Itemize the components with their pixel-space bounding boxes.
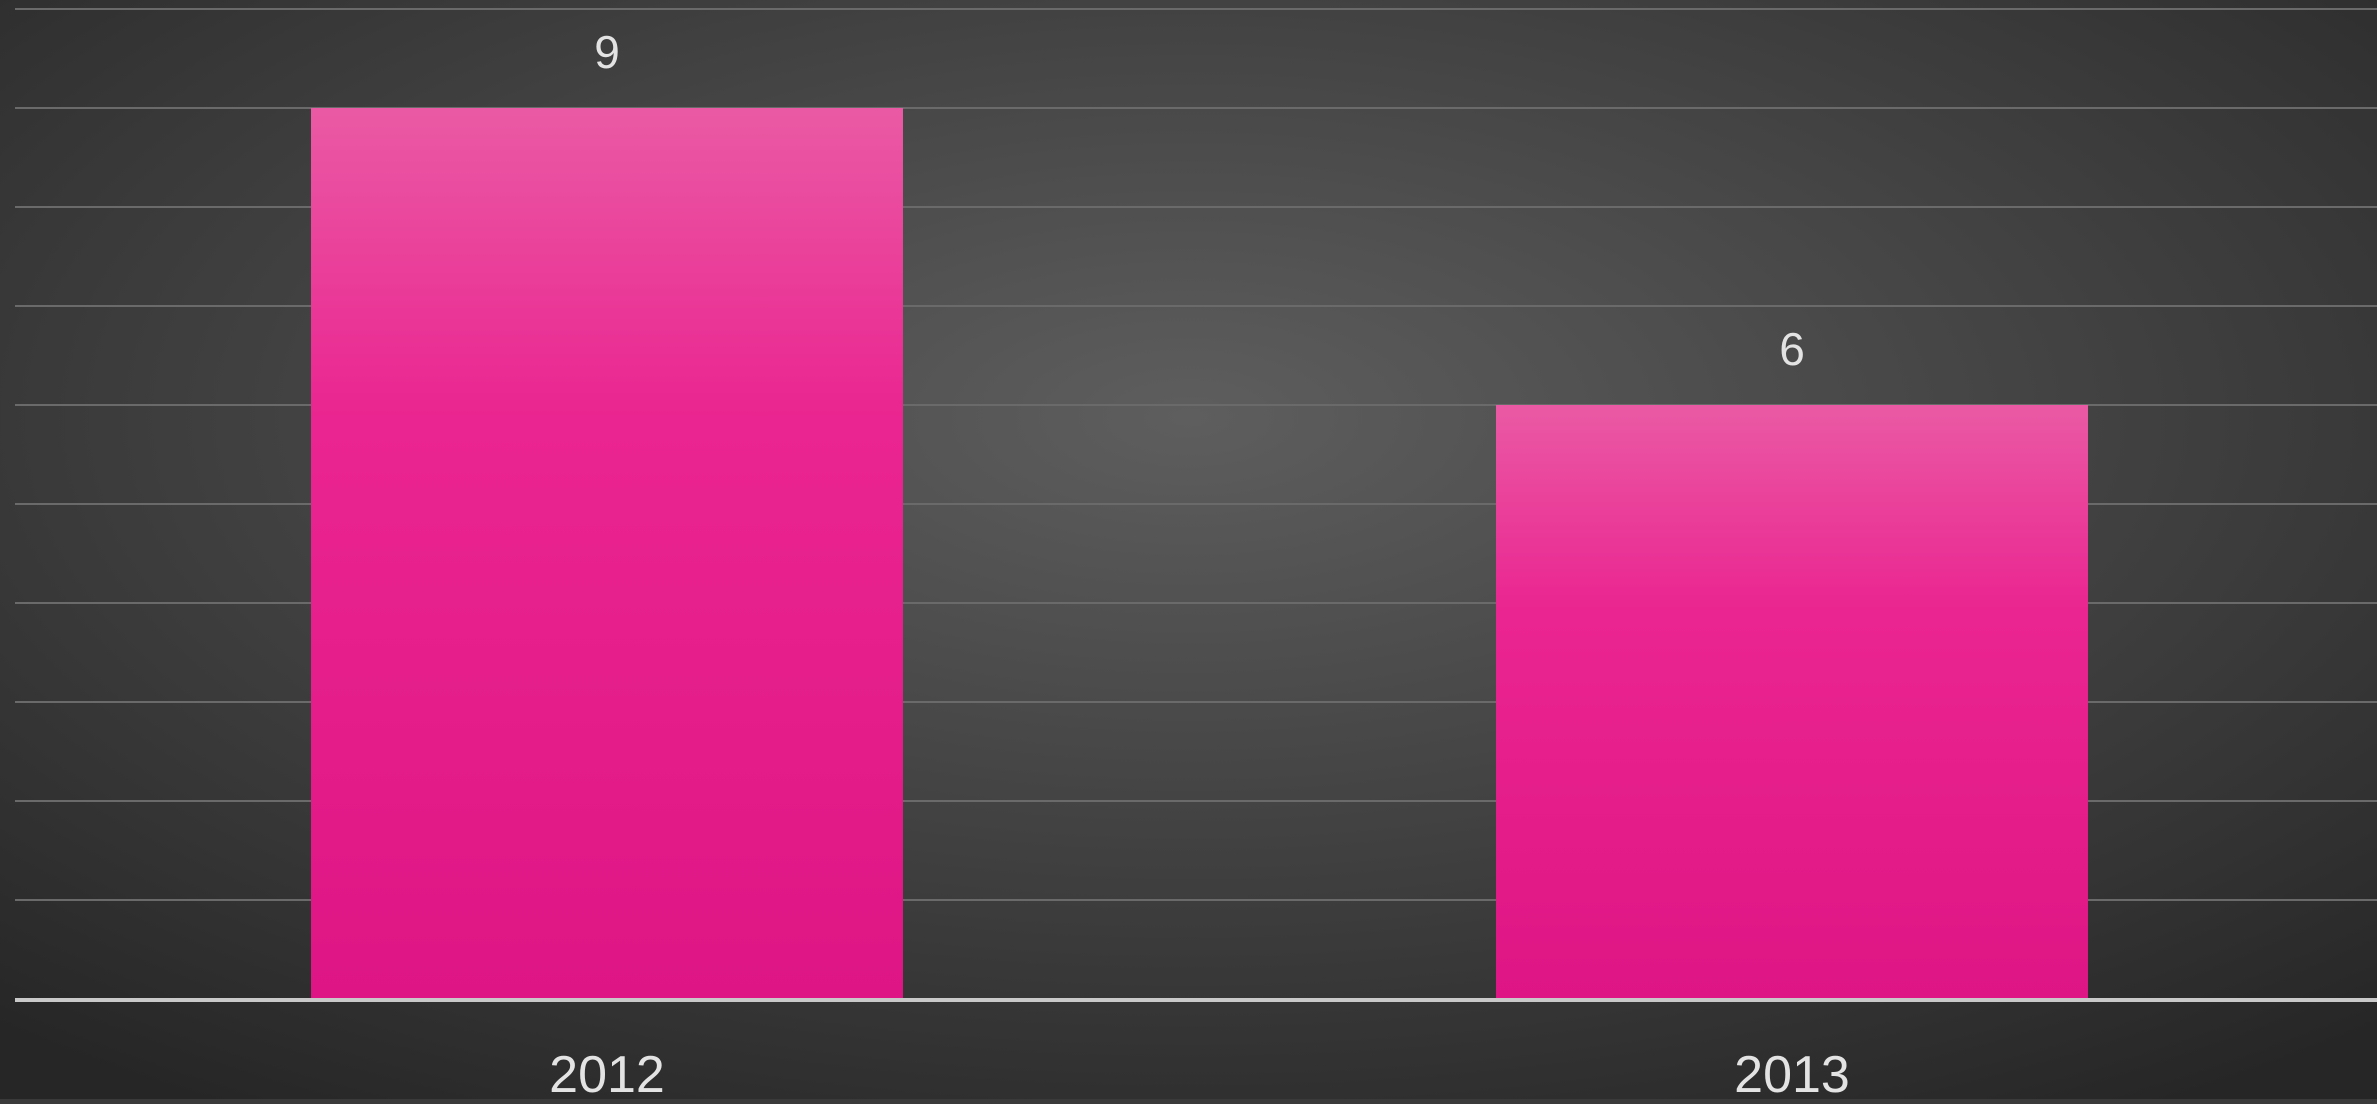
x-axis-tick-labels: 2012 2013 xyxy=(549,1046,1850,1104)
x-tick-label-2012: 2012 xyxy=(549,1046,665,1099)
data-labels: 96 xyxy=(594,26,1805,375)
bars xyxy=(311,108,2088,999)
x-tick-label-2013: 2013 xyxy=(1734,1046,1850,1099)
bar-2013 xyxy=(1496,405,2088,999)
bar-2012 xyxy=(311,108,903,999)
data-label-2012: 9 xyxy=(594,26,620,78)
data-label-2013: 6 xyxy=(1779,323,1805,375)
